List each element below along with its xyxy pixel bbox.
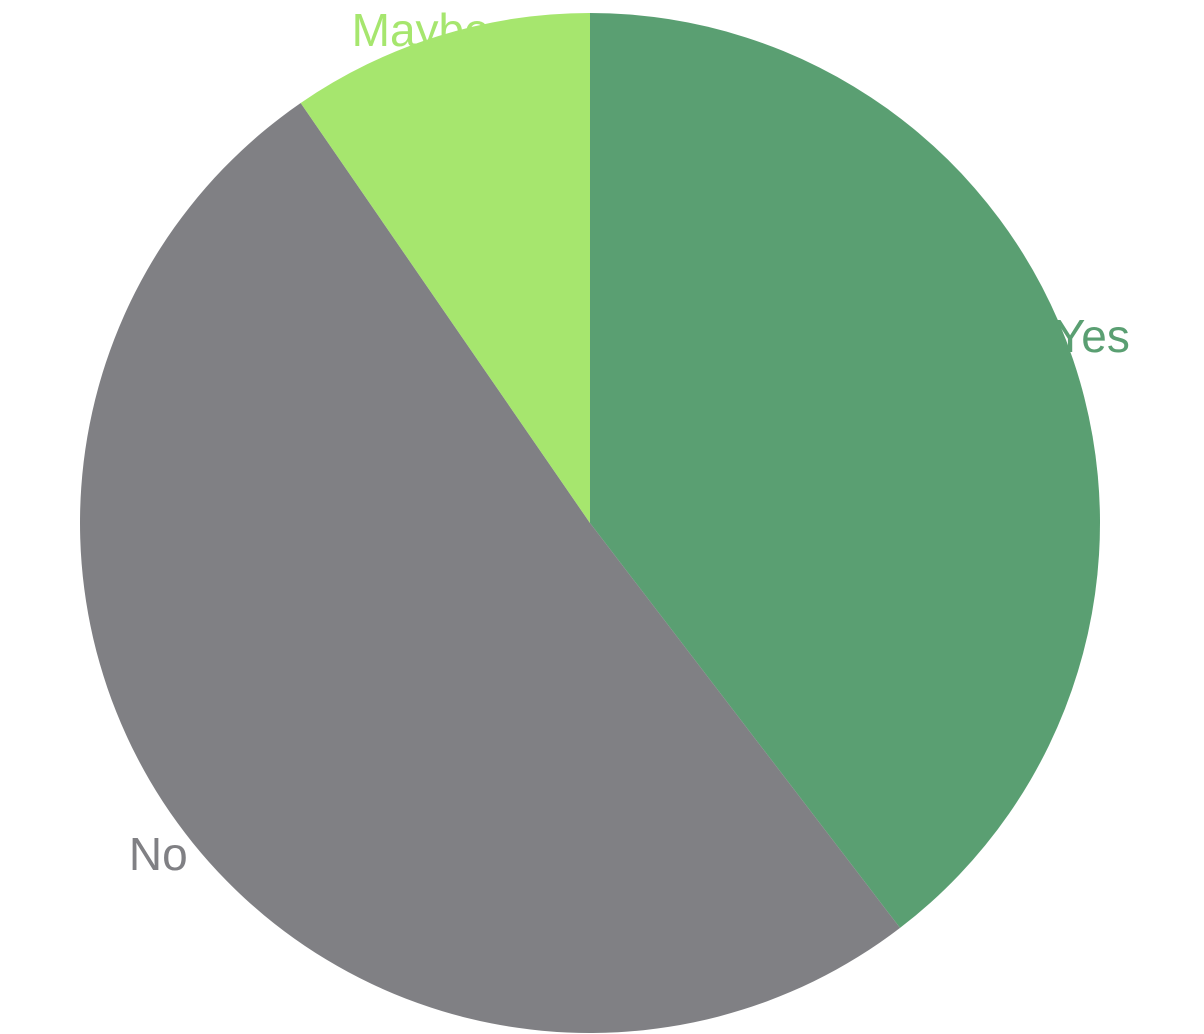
pie-labels: Yes No Maybe bbox=[129, 4, 1130, 880]
slice-label-no: No bbox=[129, 828, 188, 880]
pie-slices bbox=[80, 13, 1101, 1033]
slice-label-yes: Yes bbox=[1055, 310, 1130, 362]
pie-slice-maybe bbox=[300, 13, 590, 523]
pie-slice-yes bbox=[590, 13, 1101, 928]
slice-label-maybe: Maybe bbox=[352, 4, 490, 56]
pie-slice-no bbox=[80, 102, 901, 1033]
